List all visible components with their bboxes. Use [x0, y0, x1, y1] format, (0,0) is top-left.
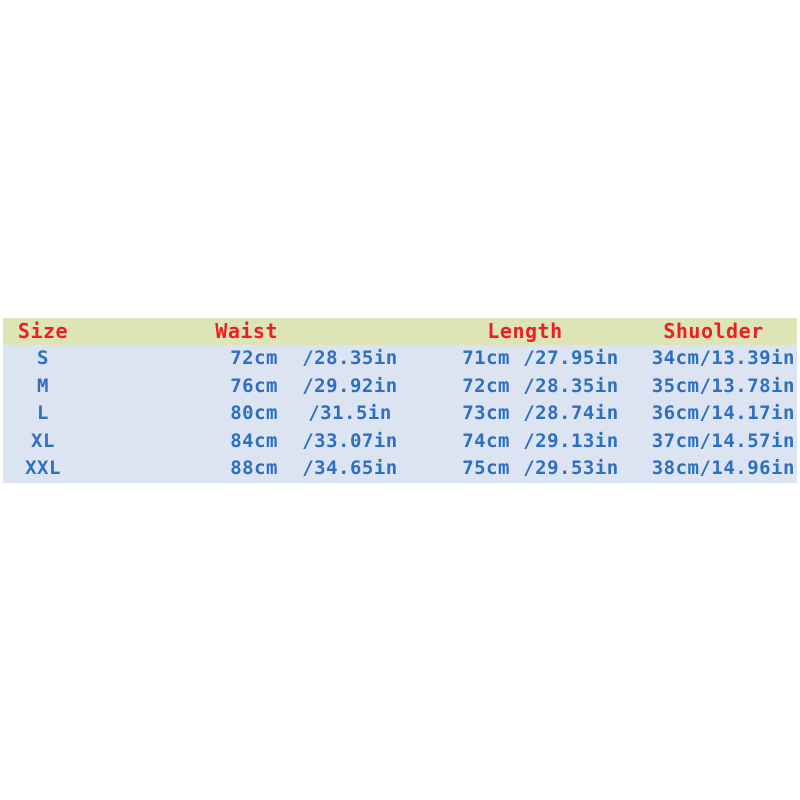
- waist-cm-cell: 80cm: [230, 402, 278, 425]
- table-row: S 72cm /28.35in 71cm /27.95in 34cm/13.39…: [3, 345, 797, 373]
- shoulder-cell: 38cm/14.96in: [651, 457, 795, 480]
- shoulder-cell: 36cm/14.17in: [651, 402, 795, 425]
- waist-in-cell: /33.07in: [302, 429, 398, 452]
- length-cm-cell: 74cm: [462, 429, 510, 452]
- table-row: XXL 88cm /34.65in 75cm /29.53in 38cm/14.…: [3, 455, 797, 483]
- table-row: M 76cm /29.92in 72cm /28.35in 35cm/13.78…: [3, 372, 797, 401]
- waist-in-cell: /28.35in: [302, 347, 398, 369]
- size-chart-table: Size Waist Length Shuolder S 72cm /28.35…: [3, 318, 797, 483]
- shoulder-cell: 35cm/13.78in: [651, 374, 795, 397]
- header-shoulder: Shuolder: [663, 319, 764, 343]
- size-cell: S: [37, 347, 49, 369]
- waist-in-cell: /29.92in: [302, 374, 398, 397]
- length-in-cell: /29.13in: [523, 429, 619, 452]
- size-cell: XXL: [25, 457, 61, 480]
- size-cell: XL: [31, 429, 55, 452]
- waist-cm-cell: 84cm: [230, 429, 278, 452]
- waist-cm-cell: 72cm: [230, 347, 278, 369]
- waist-cm-cell: 88cm: [230, 457, 278, 480]
- header-waist: Waist: [215, 319, 278, 343]
- waist-in-cell: /31.5in: [308, 402, 392, 425]
- waist-in-cell: /34.65in: [302, 457, 398, 480]
- length-cm-cell: 71cm: [462, 347, 510, 369]
- length-cm-cell: 73cm: [462, 402, 510, 425]
- length-cm-cell: 75cm: [462, 457, 510, 480]
- header-row: Size Waist Length Shuolder: [3, 318, 797, 345]
- length-in-cell: /28.74in: [523, 402, 619, 425]
- length-in-cell: /27.95in: [523, 347, 619, 369]
- table-row: XL 84cm /33.07in 74cm /29.13in 37cm/14.5…: [3, 427, 797, 456]
- header-spacer: [280, 318, 420, 345]
- header-length: Length: [487, 319, 563, 343]
- shoulder-cell: 34cm/13.39in: [651, 347, 795, 369]
- length-cm-cell: 72cm: [462, 374, 510, 397]
- table-row: L 80cm /31.5in 73cm /28.74in 36cm/14.17i…: [3, 400, 797, 428]
- size-cell: M: [37, 374, 49, 397]
- size-cell: L: [37, 402, 49, 425]
- waist-cm-cell: 76cm: [230, 374, 278, 397]
- length-in-cell: /28.35in: [523, 374, 619, 397]
- shoulder-cell: 37cm/14.57in: [651, 429, 795, 452]
- length-in-cell: /29.53in: [523, 457, 619, 480]
- header-size: Size: [17, 319, 69, 343]
